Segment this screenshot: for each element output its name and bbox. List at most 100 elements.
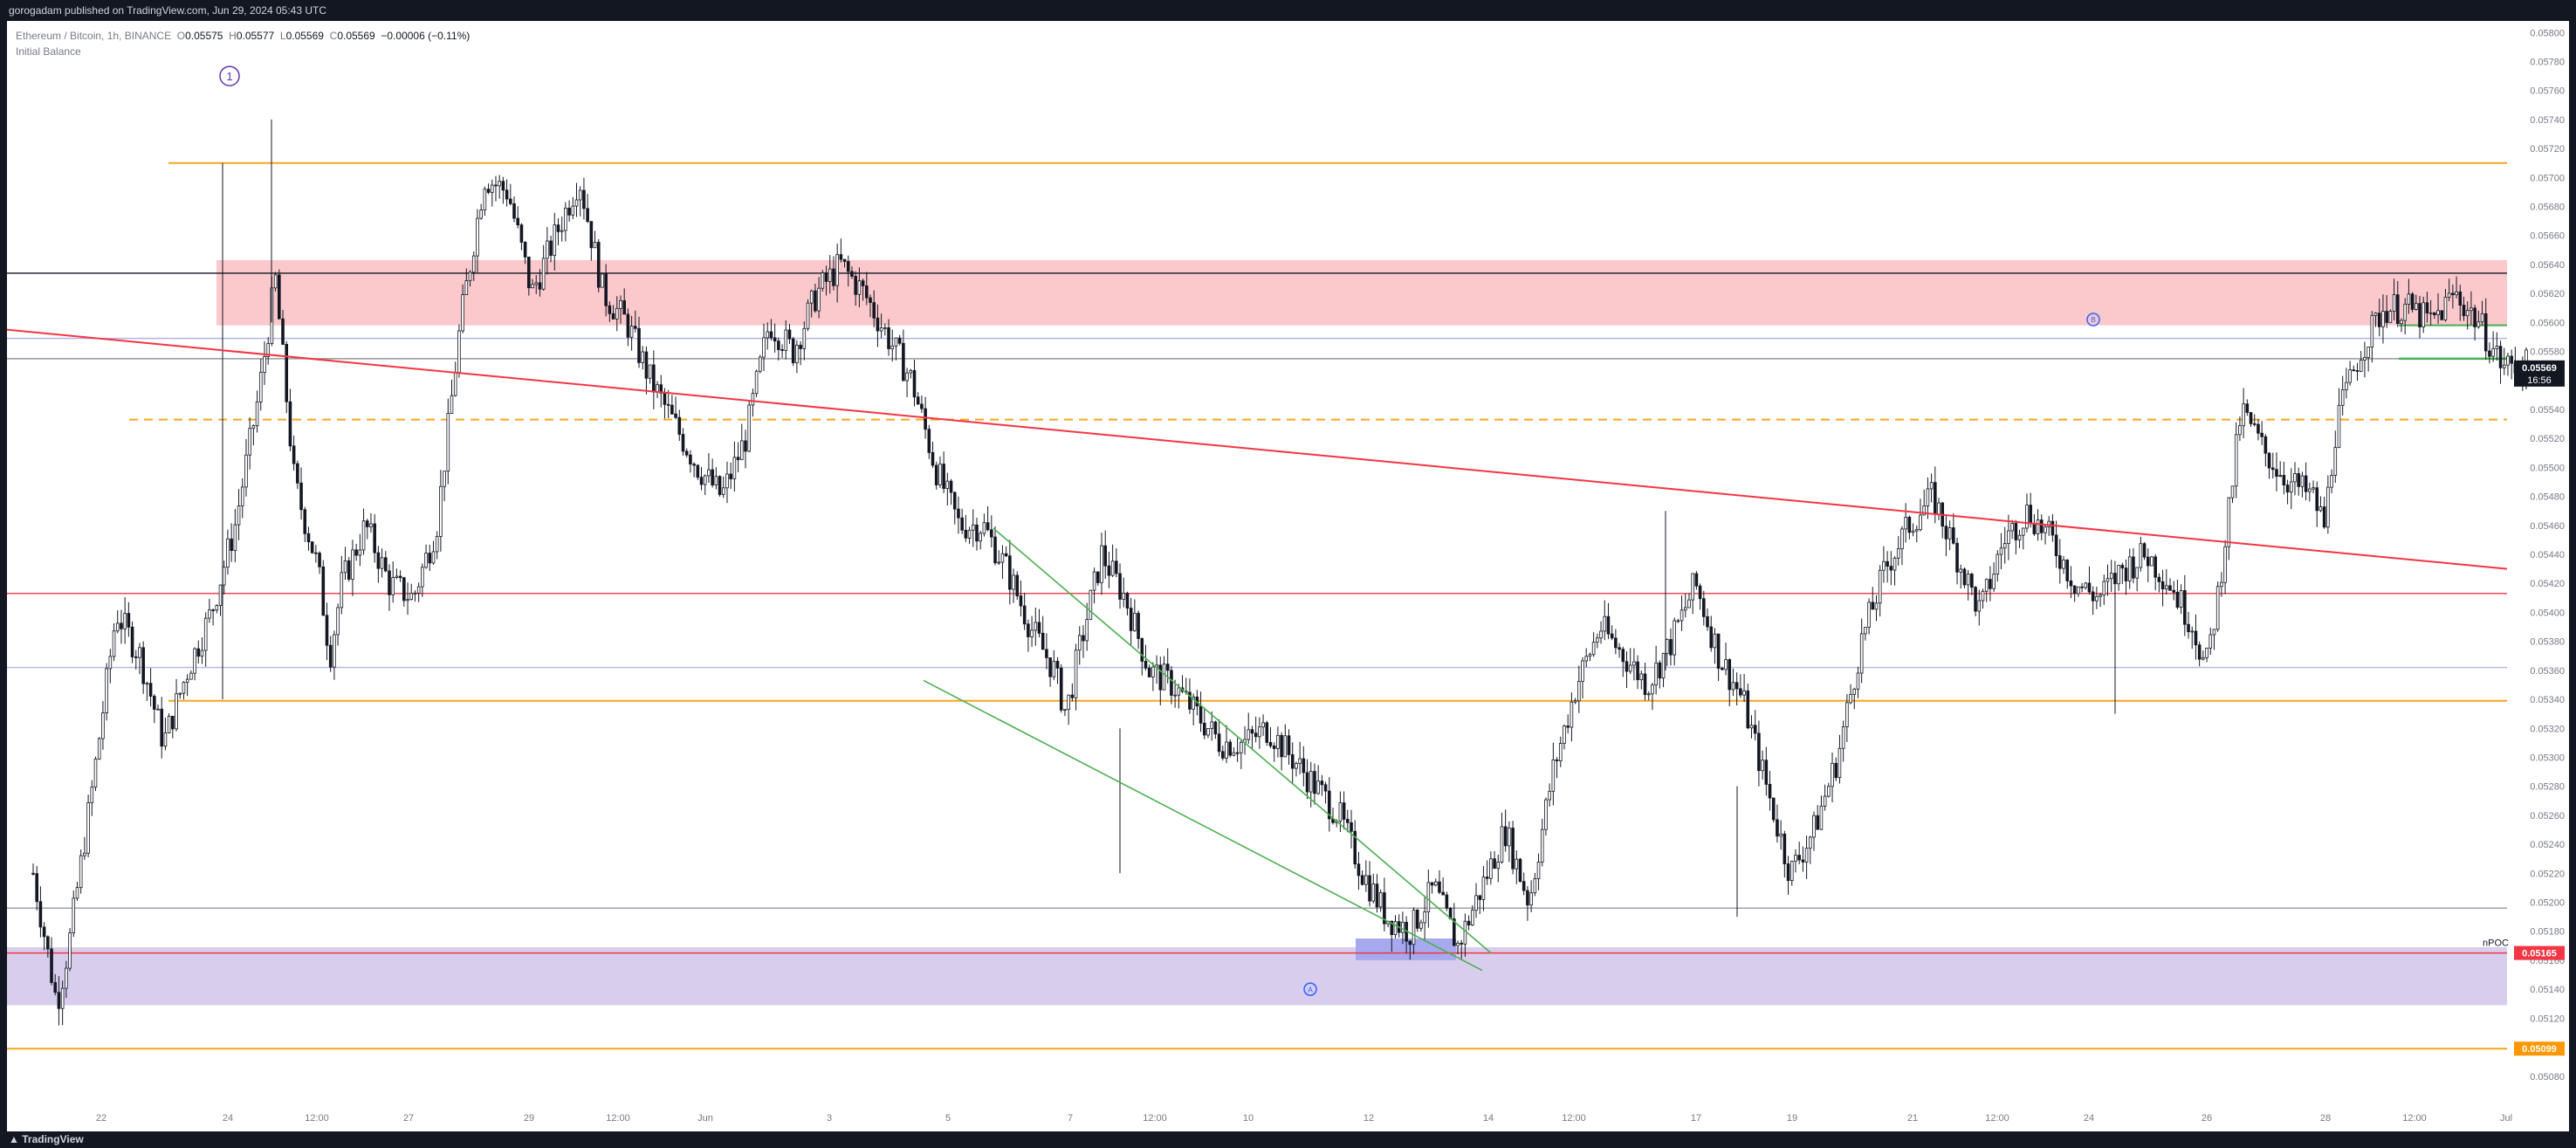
candle-body bbox=[2215, 586, 2220, 630]
candle-body bbox=[1433, 881, 1438, 886]
high-label: H bbox=[229, 30, 237, 42]
candle-body bbox=[1000, 553, 1005, 563]
candle-body bbox=[1320, 780, 1324, 786]
candle-body bbox=[2160, 581, 2165, 590]
candle-body bbox=[2139, 543, 2143, 568]
candle-body bbox=[1426, 882, 1431, 912]
candle-body bbox=[2179, 590, 2183, 608]
candle-body bbox=[398, 575, 402, 579]
close-value: 0.05569 bbox=[337, 30, 375, 42]
candle-body bbox=[1232, 752, 1236, 756]
candle-body bbox=[479, 210, 483, 219]
candle-body bbox=[1460, 942, 1464, 945]
candle-body bbox=[1415, 910, 1419, 929]
candle-body bbox=[1558, 743, 1563, 761]
candle-body bbox=[736, 457, 740, 460]
candle-body bbox=[2462, 305, 2466, 317]
candle-body bbox=[1959, 568, 1963, 573]
candle-body bbox=[2010, 523, 2014, 532]
candle-body bbox=[2421, 302, 2426, 327]
candle-body bbox=[1228, 741, 1233, 756]
candle-body bbox=[292, 445, 296, 464]
candle-body bbox=[391, 577, 395, 595]
candle-body bbox=[1162, 663, 1166, 691]
candle-body bbox=[263, 356, 266, 373]
candle-body bbox=[1302, 758, 1306, 773]
candle-body bbox=[509, 198, 512, 204]
candle-body bbox=[1323, 784, 1328, 792]
candle-body bbox=[1536, 862, 1541, 879]
candle-body bbox=[1735, 682, 1739, 690]
chart-area[interactable]: 0.05800 0.05780 0.05760 0.05740 0.05720 0.057… bbox=[6, 21, 2569, 1131]
candle-body bbox=[2080, 586, 2084, 588]
candle-body bbox=[1823, 795, 1827, 807]
candle-body bbox=[586, 208, 589, 223]
candle-body bbox=[604, 273, 608, 306]
candle-body bbox=[211, 609, 215, 612]
candle-body bbox=[2400, 320, 2403, 325]
candle-body bbox=[2190, 630, 2195, 633]
candle-body bbox=[920, 403, 924, 409]
candle-body bbox=[1706, 615, 1709, 628]
candle-body bbox=[912, 369, 917, 398]
candle-body bbox=[90, 787, 94, 803]
candle-body bbox=[1816, 815, 1820, 830]
candle-body bbox=[1419, 922, 1423, 929]
candle-body bbox=[1375, 883, 1379, 908]
candle-body bbox=[1140, 638, 1144, 662]
price-tick-label: 0.05500 bbox=[2530, 463, 2565, 473]
candle-body bbox=[821, 272, 825, 289]
candle-body bbox=[1639, 673, 1644, 681]
candle-body bbox=[127, 613, 131, 628]
price-tick-label: 0.05400 bbox=[2530, 608, 2565, 618]
price-tick-label: 0.05140 bbox=[2530, 985, 2565, 995]
candle-body bbox=[1503, 826, 1508, 847]
green-trendline-upper bbox=[993, 527, 1492, 954]
price-chart[interactable]: 0.05800 0.05780 0.05760 0.05740 0.05720 0.057… bbox=[6, 21, 2569, 1131]
candle-body bbox=[189, 672, 193, 680]
candle-body bbox=[1852, 688, 1857, 695]
candle-body bbox=[123, 613, 127, 629]
candle-body bbox=[1724, 659, 1728, 670]
candle-body bbox=[1771, 797, 1776, 821]
candle-body bbox=[380, 557, 384, 569]
candle-body bbox=[79, 855, 83, 889]
candle-body bbox=[997, 561, 1001, 564]
candle-body bbox=[769, 331, 773, 339]
candle-body bbox=[784, 329, 788, 351]
candle-body bbox=[1290, 754, 1295, 769]
candle-body bbox=[2197, 644, 2202, 660]
candle-body bbox=[596, 242, 601, 288]
candle-body bbox=[2447, 292, 2451, 298]
candle-body bbox=[2436, 310, 2440, 315]
candle-body bbox=[1147, 667, 1151, 677]
candle-body bbox=[1989, 579, 1992, 589]
candle-body bbox=[57, 992, 61, 1009]
candle-body bbox=[964, 529, 968, 539]
candle-body bbox=[1030, 629, 1034, 637]
candle-body bbox=[2443, 297, 2448, 320]
candle-body bbox=[2194, 630, 2198, 646]
candle-body bbox=[328, 644, 333, 668]
candle-body bbox=[582, 189, 586, 210]
candle-body bbox=[938, 464, 942, 485]
marker-1-label: 1 bbox=[226, 70, 232, 83]
candle-body bbox=[2146, 556, 2150, 567]
candle-body bbox=[369, 523, 373, 527]
price-tick-label: 0.05740 bbox=[2530, 115, 2565, 126]
candle-body bbox=[1364, 875, 1368, 885]
candle-body bbox=[1680, 609, 1684, 622]
candle-body bbox=[777, 340, 780, 350]
candle-body bbox=[1500, 826, 1504, 863]
candle-body bbox=[879, 327, 883, 332]
candle-body bbox=[865, 285, 869, 299]
candle-body bbox=[351, 549, 354, 580]
candle-body bbox=[1353, 830, 1357, 865]
candle-body bbox=[1934, 482, 1937, 515]
candle-body bbox=[1129, 608, 1133, 631]
candle-body bbox=[553, 224, 557, 257]
candle-body bbox=[347, 560, 351, 580]
candle-body bbox=[1206, 728, 1210, 736]
candle-body bbox=[1687, 599, 1691, 608]
